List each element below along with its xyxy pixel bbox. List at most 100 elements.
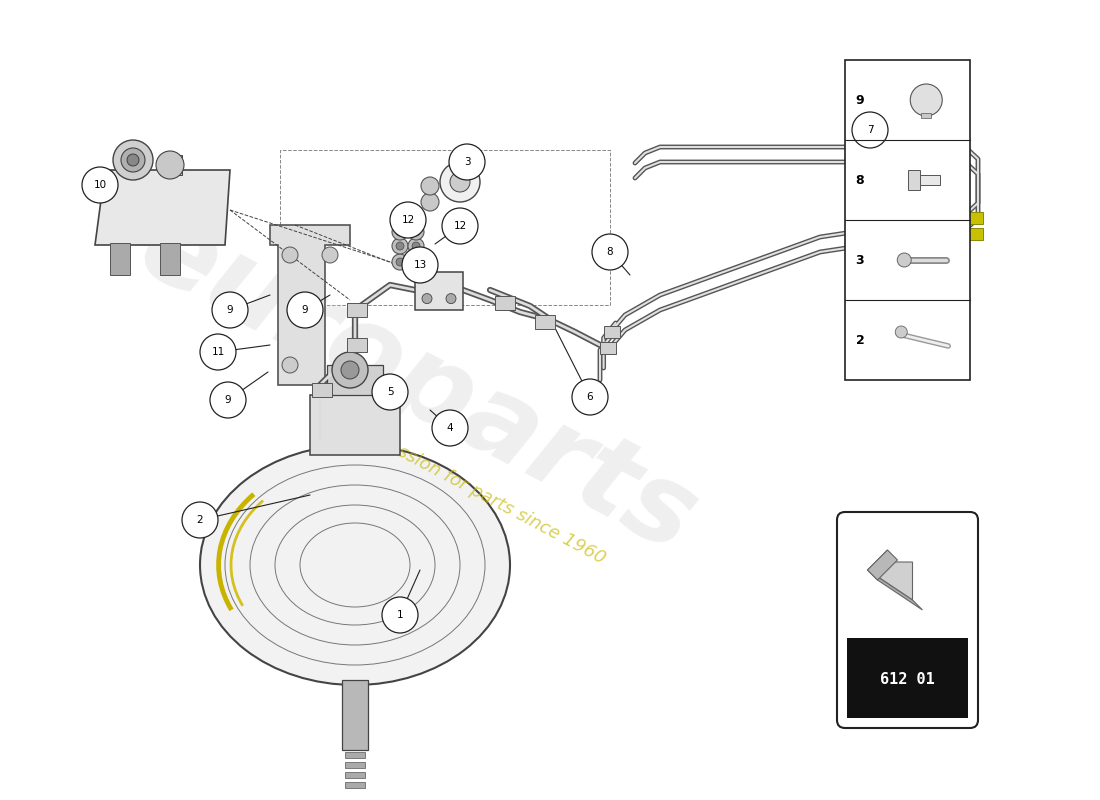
Text: 9: 9	[224, 395, 231, 405]
Bar	[345, 762, 365, 768]
Circle shape	[852, 112, 888, 148]
Text: 8: 8	[856, 174, 865, 186]
Text: europarts: europarts	[122, 193, 714, 575]
Bar	[160, 243, 180, 275]
Polygon shape	[95, 170, 230, 245]
Bar	[345, 782, 365, 788]
Text: 8: 8	[607, 247, 614, 257]
Circle shape	[432, 410, 468, 446]
Text: 3: 3	[464, 157, 471, 167]
Bar	[160, 155, 182, 175]
Circle shape	[113, 140, 153, 180]
FancyBboxPatch shape	[837, 512, 978, 728]
Bar	[327, 365, 383, 395]
Bar	[345, 772, 365, 778]
Circle shape	[449, 144, 485, 180]
Circle shape	[332, 352, 368, 388]
Bar	[969, 228, 983, 240]
Circle shape	[572, 379, 608, 415]
Text: 1: 1	[397, 610, 404, 620]
Circle shape	[442, 208, 478, 244]
Circle shape	[392, 224, 408, 240]
Circle shape	[156, 151, 184, 179]
Circle shape	[450, 172, 470, 192]
Bar	[600, 342, 616, 354]
Bar	[921, 175, 940, 185]
Text: 7: 7	[867, 125, 873, 135]
Polygon shape	[270, 225, 350, 385]
Circle shape	[282, 247, 298, 263]
Circle shape	[446, 294, 456, 304]
Circle shape	[412, 228, 420, 236]
Bar	[495, 296, 515, 310]
Text: 4: 4	[447, 423, 453, 433]
Circle shape	[412, 242, 420, 250]
Circle shape	[322, 247, 338, 263]
Bar	[969, 212, 983, 224]
Circle shape	[212, 292, 248, 328]
Circle shape	[421, 177, 439, 195]
Bar	[535, 315, 556, 329]
Text: 9: 9	[227, 305, 233, 315]
Text: 10: 10	[94, 180, 107, 190]
Circle shape	[392, 254, 408, 270]
Bar	[909, 170, 921, 190]
Circle shape	[121, 148, 145, 172]
Circle shape	[126, 154, 139, 166]
Bar	[954, 228, 968, 240]
Circle shape	[390, 202, 426, 238]
Circle shape	[287, 292, 323, 328]
Polygon shape	[868, 550, 898, 580]
Text: a passion for parts since 1960: a passion for parts since 1960	[360, 424, 608, 568]
Bar	[954, 212, 968, 224]
Circle shape	[282, 357, 298, 373]
Bar	[345, 752, 365, 758]
Circle shape	[392, 238, 408, 254]
Circle shape	[421, 193, 439, 211]
Text: 612 01: 612 01	[880, 673, 935, 687]
Circle shape	[408, 224, 424, 240]
Text: 2: 2	[197, 515, 204, 525]
Bar	[346, 338, 367, 352]
Text: 12: 12	[402, 215, 415, 225]
Circle shape	[396, 258, 404, 266]
Text: 13: 13	[414, 260, 427, 270]
Circle shape	[200, 334, 236, 370]
Circle shape	[402, 247, 438, 283]
Bar	[312, 383, 332, 397]
Bar	[847, 638, 968, 718]
Circle shape	[440, 162, 480, 202]
Circle shape	[898, 253, 911, 267]
Circle shape	[422, 294, 432, 304]
Bar	[922, 113, 932, 118]
Text: 12: 12	[453, 221, 466, 231]
Text: 11: 11	[211, 347, 224, 357]
Circle shape	[412, 258, 420, 266]
Circle shape	[895, 326, 908, 338]
Circle shape	[396, 228, 404, 236]
Text: 2: 2	[856, 334, 865, 346]
Circle shape	[408, 238, 424, 254]
Bar	[604, 326, 620, 338]
Text: 9: 9	[856, 94, 865, 106]
Polygon shape	[868, 570, 923, 610]
Bar	[110, 243, 130, 275]
Text: 9: 9	[301, 305, 308, 315]
Circle shape	[592, 234, 628, 270]
Circle shape	[911, 84, 943, 116]
Bar	[415, 272, 463, 310]
Bar	[310, 395, 400, 455]
Circle shape	[341, 361, 359, 379]
Polygon shape	[868, 550, 913, 600]
Bar	[342, 680, 369, 750]
Circle shape	[382, 597, 418, 633]
Text: 3: 3	[856, 254, 865, 266]
Text: 6: 6	[586, 392, 593, 402]
Bar	[845, 60, 970, 380]
Ellipse shape	[200, 445, 510, 685]
Circle shape	[210, 382, 246, 418]
Text: 5: 5	[387, 387, 394, 397]
Circle shape	[372, 374, 408, 410]
Circle shape	[82, 167, 118, 203]
Bar	[346, 303, 367, 317]
